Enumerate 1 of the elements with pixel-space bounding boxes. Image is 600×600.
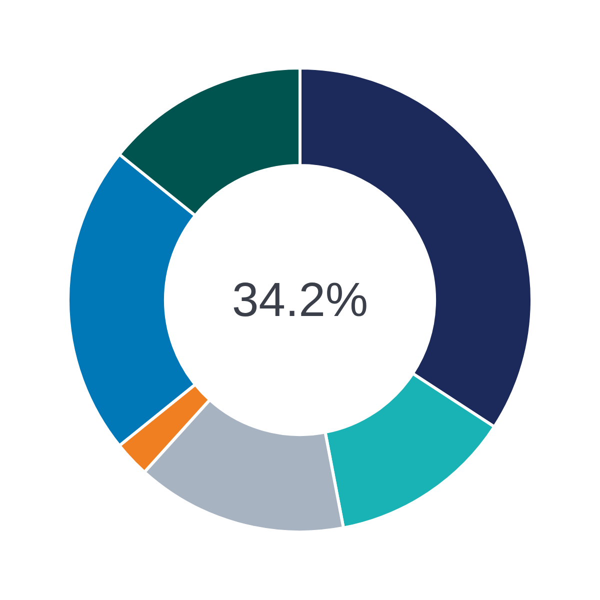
text: 34.2%	[232, 274, 368, 327]
